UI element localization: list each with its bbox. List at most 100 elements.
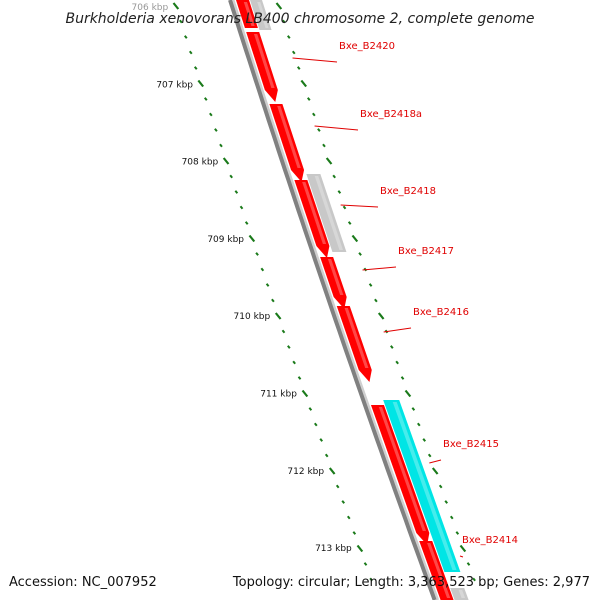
scale-tick xyxy=(172,2,180,10)
forward-gene-6-shine xyxy=(344,308,369,368)
label-connector xyxy=(292,57,338,63)
reverse-gene-b2418[interactable] xyxy=(306,174,347,252)
gene-track-tick xyxy=(390,345,394,349)
scale-tick xyxy=(193,66,198,70)
scale-tick xyxy=(328,467,336,475)
forward-gene-2-shine xyxy=(253,34,275,88)
gene-track-tick xyxy=(306,97,311,101)
backbone-line xyxy=(228,0,437,600)
scale-tick xyxy=(234,190,239,194)
map-title: Burkholderia xenovorans LB400 chromosome… xyxy=(65,11,534,27)
connector-layer xyxy=(292,57,464,558)
feature-layer xyxy=(228,0,469,600)
gene-track-tick xyxy=(444,500,448,504)
gene-track-tick xyxy=(427,453,432,458)
forward-gene-6[interactable] xyxy=(336,306,372,382)
gene-track-tick xyxy=(395,360,399,365)
gene-track-tick xyxy=(317,128,321,132)
gene-label: Bxe_B2414 xyxy=(462,535,518,546)
scale-label: 708 kbp xyxy=(182,158,219,168)
scale-tick xyxy=(197,79,205,88)
scale-label: 707 kbp xyxy=(156,80,193,90)
forward-gene-7[interactable] xyxy=(370,405,430,545)
scale-label-layer: 706 kbp 707 kbp 708 kbp 709 kbp 710 kbp 711 k… xyxy=(132,3,353,554)
gene-track-tick xyxy=(455,531,460,535)
gene-label: Bxe_B2418a xyxy=(360,109,422,120)
forward-gene-5[interactable] xyxy=(320,257,347,309)
reverse-gene-top-shine xyxy=(257,2,269,28)
scale-tick xyxy=(341,500,345,504)
scale-tick xyxy=(287,345,291,349)
scale-tick xyxy=(352,531,357,535)
forward-gene-7-shine xyxy=(378,407,427,531)
reverse-gene-bottom-body xyxy=(450,588,469,600)
reverse-gene-top[interactable] xyxy=(250,0,272,30)
gene-track-tick xyxy=(287,35,291,39)
gene-track-tick xyxy=(400,376,405,380)
label-connector xyxy=(314,125,359,131)
gene-track-tick xyxy=(368,283,373,287)
gene-track-tick xyxy=(358,252,362,256)
forward-gene-1-body xyxy=(236,0,258,28)
scale-tick xyxy=(335,484,340,489)
forward-gene-6-body xyxy=(336,306,372,382)
label-connector xyxy=(429,459,442,464)
backbone-shadow xyxy=(231,0,440,600)
gene-track-tick xyxy=(411,407,416,411)
forward-gene-1[interactable] xyxy=(236,0,258,28)
scale-tick xyxy=(319,438,324,442)
gene-track-tick xyxy=(449,515,454,520)
scale-tick xyxy=(260,267,265,272)
gene-track-tick xyxy=(337,190,342,194)
reverse-gene-bottom[interactable] xyxy=(450,588,469,600)
reverse-gene-b2418-body xyxy=(306,174,347,252)
scale-tick xyxy=(271,298,275,303)
scale-label: 712 kbp xyxy=(287,467,324,477)
forward-gene-5-body xyxy=(320,257,347,309)
gene-label: Bxe_B2415 xyxy=(443,439,499,450)
reverse-gene-top-body xyxy=(250,0,272,30)
gene-track-tick xyxy=(416,422,421,427)
scale-tick xyxy=(214,128,218,132)
gene-track-tick xyxy=(342,205,347,210)
label-connector xyxy=(340,204,379,208)
forward-gene-2[interactable] xyxy=(246,32,278,102)
highlight-gene-b2415-body xyxy=(383,400,461,572)
scale-tick xyxy=(324,453,329,458)
scale-tick xyxy=(265,283,270,287)
scale-label: 709 kbp xyxy=(207,235,244,245)
forward-gene-8-body xyxy=(419,541,454,600)
forward-gene-3[interactable] xyxy=(269,104,305,182)
gene-track-tick xyxy=(466,562,471,566)
gene-track-tick xyxy=(325,157,333,165)
scale-tick xyxy=(297,376,302,380)
highlight-gene-b2415-shine xyxy=(392,402,457,570)
tick-layer xyxy=(172,2,476,582)
forward-gene-8-shine xyxy=(427,543,451,598)
highlight-gene-b2415[interactable] xyxy=(383,400,461,572)
forward-gene-2-body xyxy=(246,32,278,102)
gene-label: Bxe_B2416 xyxy=(413,307,469,318)
forward-gene-1-shine xyxy=(243,2,255,26)
gene-track-tick xyxy=(347,221,352,225)
forward-gene-4[interactable] xyxy=(294,180,330,258)
scale-tick xyxy=(308,407,313,411)
gene-track-tick xyxy=(377,312,385,320)
forward-gene-8[interactable] xyxy=(419,541,454,600)
scale-tick xyxy=(301,389,309,398)
gene-track-tick xyxy=(275,2,283,10)
forward-gene-7-body xyxy=(370,405,430,545)
forward-gene-4-shine xyxy=(302,182,327,244)
scale-tick xyxy=(188,50,193,55)
gene-track-tick xyxy=(374,298,378,303)
gene-track-tick xyxy=(422,438,427,442)
forward-gene-3-shine xyxy=(277,106,301,168)
forward-gene-4-body xyxy=(294,180,330,258)
scale-tick xyxy=(239,205,244,210)
scale-tick xyxy=(248,234,256,243)
gene-label: Bxe_B2417 xyxy=(398,246,454,257)
scale-tick xyxy=(363,562,368,566)
gene-track-tick xyxy=(431,467,439,475)
scale-tick xyxy=(219,143,223,148)
scale-tick xyxy=(313,422,318,427)
